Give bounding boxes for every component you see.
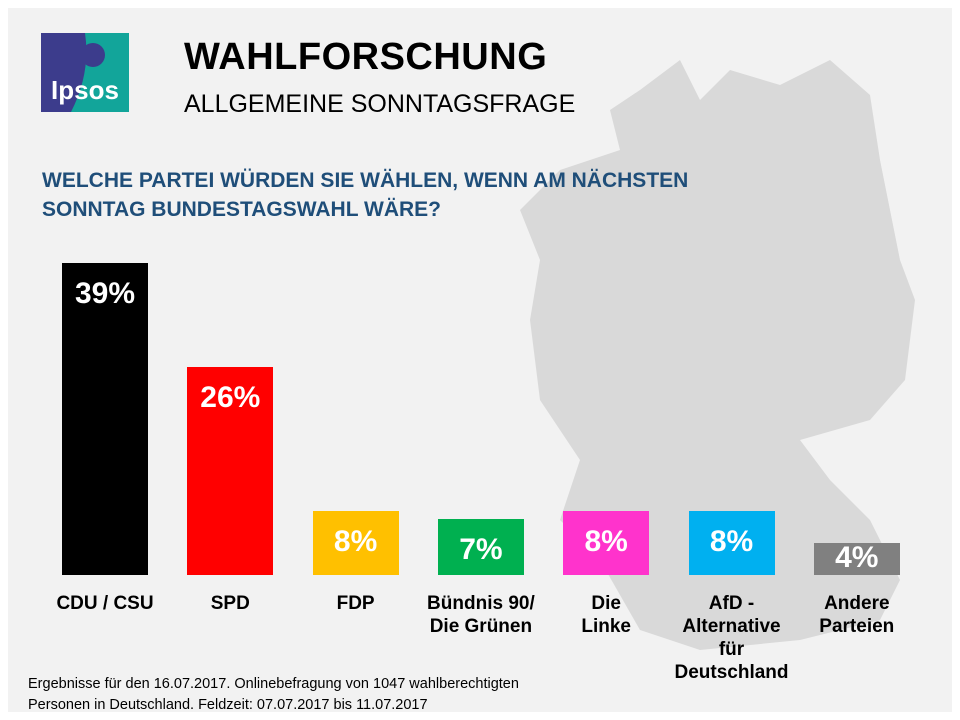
bar-4: 8% — [563, 511, 650, 575]
category-label: FDP — [336, 593, 375, 614]
page-title: WAHLFORSCHUNG — [184, 36, 548, 78]
data-label: 8% — [709, 525, 754, 558]
bar-6: 4% — [813, 541, 900, 575]
bar-2: 8% — [312, 511, 399, 575]
bar-0: 39% — [62, 263, 148, 575]
category-label: SPD — [210, 593, 250, 614]
slide-background — [8, 8, 952, 712]
ipsos-logo: Ipsos — [41, 33, 129, 112]
survey-question: WELCHE PARTEI WÜRDEN SIE WÄHLEN, WENN AM… — [42, 169, 689, 221]
data-label: 26% — [200, 381, 261, 414]
category-label: Andere Parteien — [819, 593, 895, 637]
category-label: AfD - Alternative für Deutschland — [674, 593, 789, 683]
footnote-line-2: Personen in Deutschland. Feldzeit: 07.07… — [28, 697, 428, 713]
data-label: 7% — [459, 533, 503, 566]
bar-5: 8% — [688, 511, 775, 575]
bar-3: 7% — [437, 519, 524, 575]
logo-text: Ipsos — [51, 75, 119, 105]
footnote-line-1: Ergebnisse für den 16.07.2017. Onlinebef… — [28, 676, 519, 692]
data-label: 8% — [584, 525, 628, 558]
footnote: Ergebnisse für den 16.07.2017. Onlinebef… — [28, 674, 519, 716]
germany-map-silhouette — [520, 60, 915, 650]
category-label: CDU / CSU — [56, 593, 154, 614]
data-label: 4% — [835, 541, 879, 574]
page-subtitle: ALLGEMEINE SONNTAGSFRAGE — [184, 90, 576, 118]
data-label: 8% — [333, 525, 378, 558]
data-label: 39% — [74, 277, 136, 310]
bar-1: 26% — [187, 367, 274, 575]
category-label: Bündnis 90/Die Grünen — [427, 593, 535, 637]
category-label: Die Linke — [581, 593, 631, 637]
